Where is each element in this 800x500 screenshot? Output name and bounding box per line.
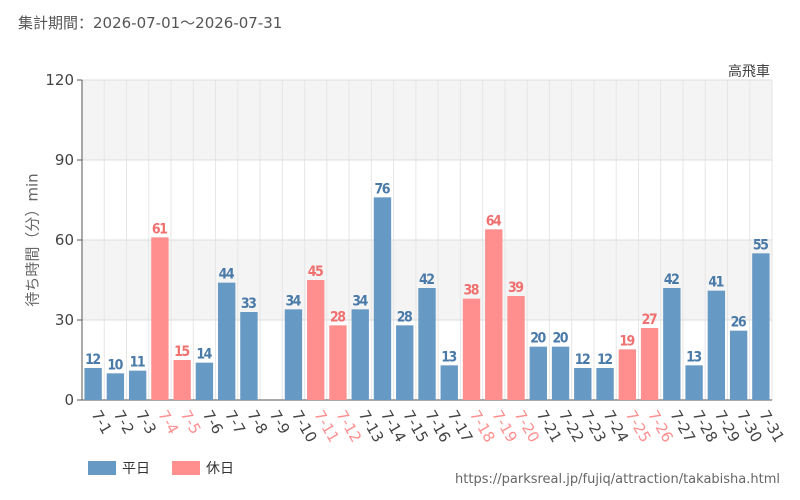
bar xyxy=(284,309,303,400)
bar-value-label: 64 xyxy=(486,213,502,229)
bar-value-label: 15 xyxy=(174,344,190,360)
y-tick-label: 120 xyxy=(45,71,74,89)
bar xyxy=(729,330,748,400)
legend-swatch-weekday xyxy=(88,461,116,475)
attraction-name: 高飛車 xyxy=(728,64,770,80)
bar-value-label: 34 xyxy=(352,293,368,309)
bar-value-label: 45 xyxy=(308,264,324,280)
bar-value-label: 11 xyxy=(130,355,146,371)
source-url: https://parksreal.jp/fujiq/attraction/ta… xyxy=(455,472,780,487)
bar xyxy=(618,349,637,400)
legend-item-weekday: 平日 xyxy=(88,458,150,478)
bar-value-label: 19 xyxy=(619,333,635,349)
bar xyxy=(128,370,147,400)
bar xyxy=(663,288,681,400)
x-tick-label: 7-2 xyxy=(110,407,138,437)
bar xyxy=(351,309,369,400)
bar xyxy=(84,368,102,400)
bar-value-label: 42 xyxy=(419,272,435,288)
bar xyxy=(574,368,592,400)
x-tick-label: 7-7 xyxy=(221,407,249,437)
bar xyxy=(396,325,414,400)
y-tick-label: 30 xyxy=(55,311,74,329)
bar-value-label: 13 xyxy=(686,349,702,365)
bar xyxy=(106,373,125,400)
bar-value-label: 38 xyxy=(464,283,480,299)
bar-value-label: 28 xyxy=(330,309,346,325)
bar xyxy=(329,325,347,400)
legend-swatch-holiday xyxy=(172,461,200,475)
bar xyxy=(640,328,659,400)
bar xyxy=(151,237,169,400)
bar-value-label: 76 xyxy=(374,181,390,197)
bar xyxy=(707,290,726,400)
bar xyxy=(217,282,236,400)
bar-value-label: 13 xyxy=(441,349,457,365)
bar-value-label: 39 xyxy=(508,280,524,296)
x-tick-label: 7-8 xyxy=(243,407,271,437)
bar xyxy=(240,312,258,400)
bar-value-label: 42 xyxy=(664,272,680,288)
bar-value-label: 12 xyxy=(575,352,591,368)
bar xyxy=(195,362,214,400)
bar-value-label: 26 xyxy=(731,315,747,331)
legend-label-holiday: 休日 xyxy=(206,461,234,477)
bar xyxy=(440,365,458,400)
bar-value-label: 61 xyxy=(152,221,168,237)
bar-value-label: 44 xyxy=(219,267,235,283)
bar xyxy=(418,288,436,400)
legend-label-weekday: 平日 xyxy=(122,461,150,477)
bar xyxy=(752,253,770,400)
bar-value-label: 28 xyxy=(397,309,413,325)
bar xyxy=(373,197,392,400)
bar-value-label: 14 xyxy=(196,347,212,363)
bar xyxy=(307,280,325,400)
bar-value-label: 10 xyxy=(107,357,123,373)
bar-value-label: 34 xyxy=(285,293,301,309)
bar xyxy=(485,229,503,400)
bar xyxy=(551,346,570,400)
y-tick-label: 60 xyxy=(55,231,74,249)
bar-value-label: 33 xyxy=(241,296,257,312)
period-label: 集計期間：2026-07-01〜2026-07-31 xyxy=(18,14,283,32)
bar xyxy=(529,346,547,400)
x-tick-label: 7-3 xyxy=(132,407,160,437)
bar xyxy=(173,360,191,400)
bar-value-label: 55 xyxy=(753,237,769,253)
plot-band xyxy=(82,80,772,160)
x-tick-label: 7-4 xyxy=(154,407,182,437)
plot-band xyxy=(82,160,772,240)
x-tick-label: 7-6 xyxy=(199,407,227,437)
bar xyxy=(507,296,525,400)
bar-value-label: 12 xyxy=(597,352,613,368)
bar-value-label: 41 xyxy=(708,275,724,291)
y-tick-label: 90 xyxy=(55,151,74,169)
legend: 平日 休日 xyxy=(88,458,256,478)
bar xyxy=(596,368,614,400)
x-tick-label: 7-9 xyxy=(266,407,294,437)
bar-value-label: 27 xyxy=(642,312,658,328)
legend-item-holiday: 休日 xyxy=(172,458,234,478)
bar-value-label: 20 xyxy=(553,331,569,347)
x-tick-label: 7-5 xyxy=(177,407,205,437)
y-tick-label: 0 xyxy=(64,391,74,409)
bar xyxy=(685,365,703,400)
bar-value-label: 12 xyxy=(85,352,101,368)
bar-value-label: 20 xyxy=(530,331,546,347)
x-tick-label: 7-1 xyxy=(88,407,116,437)
bar xyxy=(462,298,481,400)
